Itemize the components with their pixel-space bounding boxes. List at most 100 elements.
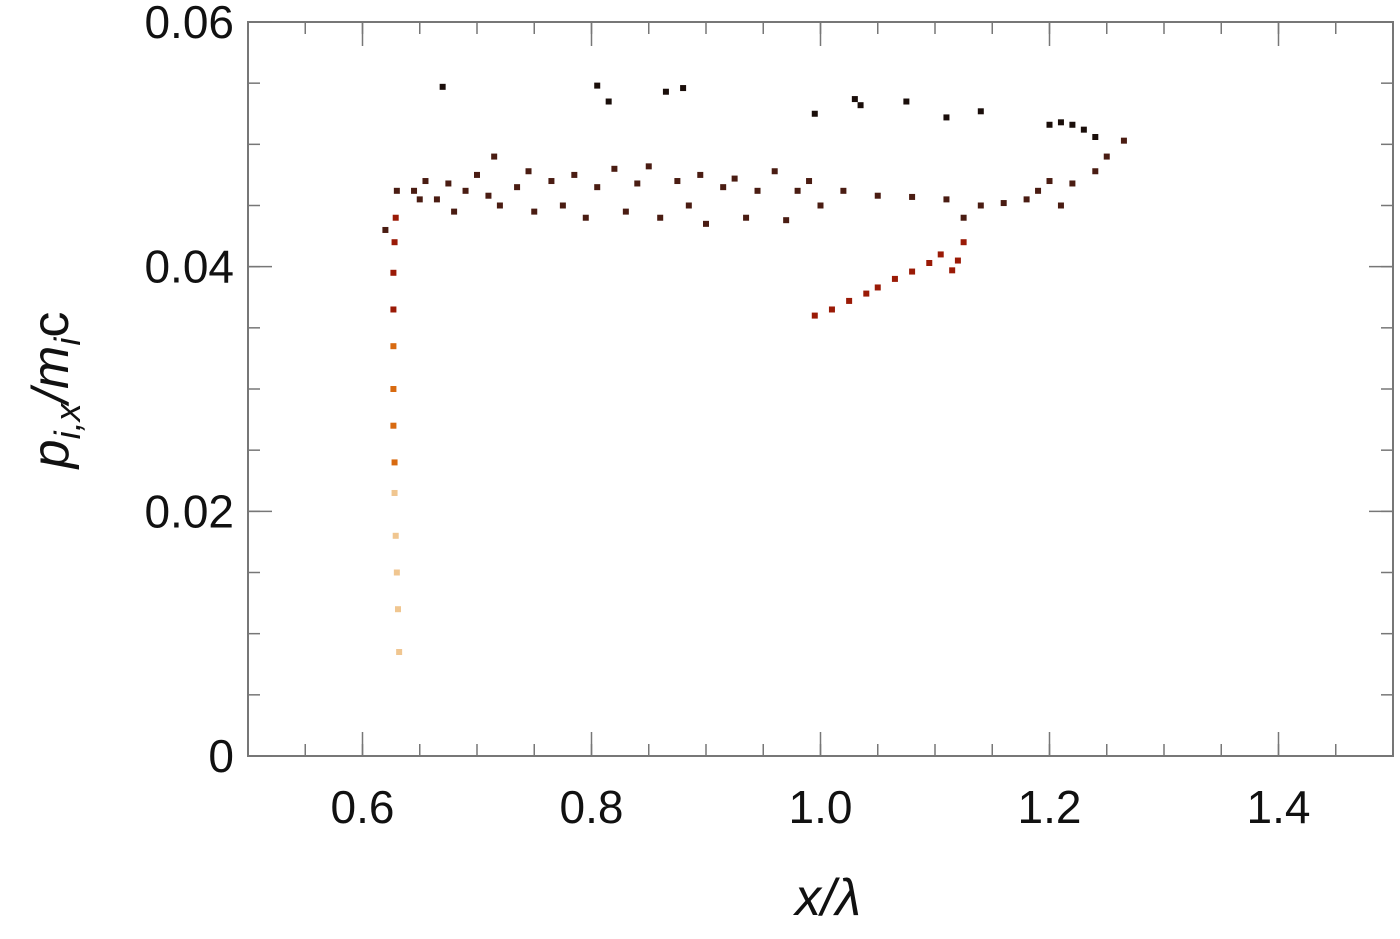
data-point — [416, 196, 423, 203]
data-point — [582, 214, 589, 221]
data-point — [703, 220, 709, 227]
x-tick-labels: 0.6 0.8 1.0 1.2 1.4 — [331, 781, 1311, 833]
data-point — [771, 168, 778, 175]
data-point — [926, 259, 933, 266]
data-point — [491, 153, 498, 160]
data-point — [1069, 121, 1076, 128]
data-point — [1103, 153, 1110, 160]
streak-point — [394, 606, 401, 613]
data-point — [393, 187, 400, 194]
streak-point — [390, 306, 397, 313]
y-tick-label: 0.02 — [144, 485, 234, 537]
data-point — [1092, 168, 1099, 175]
data-point — [811, 110, 818, 117]
data-point — [496, 202, 503, 209]
data-point — [977, 202, 984, 209]
data-point — [474, 171, 480, 178]
streak-point — [391, 459, 398, 466]
data-point — [874, 192, 881, 199]
data-point — [977, 108, 984, 115]
data-point — [451, 208, 458, 215]
data-point — [1080, 126, 1087, 133]
data-point — [433, 196, 440, 203]
data-point — [697, 171, 704, 178]
data-point — [863, 290, 870, 297]
data-point — [422, 178, 429, 185]
data-point — [680, 85, 687, 92]
streak-point — [390, 343, 397, 350]
data-point — [783, 217, 790, 224]
data-point — [857, 102, 864, 109]
data-point — [954, 257, 961, 264]
data-point — [559, 202, 566, 209]
svg-text:pi,x/mic: pi,x/mic — [22, 312, 88, 471]
streak-point — [390, 269, 397, 276]
streak-point — [390, 386, 397, 392]
data-point — [874, 284, 881, 291]
data-point — [634, 180, 641, 187]
streak-point — [390, 422, 397, 429]
data-point — [943, 114, 950, 121]
data-point — [439, 83, 446, 90]
data-point — [571, 171, 578, 178]
data-point — [903, 98, 910, 105]
data-point — [445, 180, 452, 187]
data-point — [1000, 200, 1007, 207]
minor-ticks — [247, 21, 1394, 757]
data-point — [731, 175, 738, 182]
data-point — [1057, 119, 1064, 126]
data-point — [1046, 121, 1053, 128]
data-point — [622, 208, 629, 215]
data-point — [594, 82, 601, 89]
data-point — [611, 165, 618, 172]
data-point — [937, 251, 944, 258]
y-tick-labels: 0 0.02 0.04 0.06 — [144, 0, 234, 782]
x-tick-label: 1.0 — [789, 781, 853, 833]
data-point — [485, 192, 492, 199]
streak-point — [392, 214, 399, 221]
y-tick-label: 0.06 — [144, 0, 234, 48]
data-point — [794, 187, 801, 194]
data-point — [846, 297, 853, 304]
data-point — [949, 267, 956, 274]
data-point — [662, 88, 669, 95]
data-point — [605, 98, 612, 105]
data-point — [514, 184, 521, 191]
data-point — [531, 208, 538, 215]
data-point — [754, 187, 761, 194]
streak-point — [391, 489, 398, 496]
streak-point — [391, 239, 398, 246]
data-point — [382, 226, 389, 233]
x-tick-label: 1.4 — [1247, 781, 1311, 833]
data-point — [909, 268, 916, 275]
data-point — [548, 178, 555, 185]
data-point — [462, 187, 469, 194]
x-tick-label: 0.6 — [331, 781, 395, 833]
data-point — [525, 168, 532, 175]
data-point — [943, 196, 950, 203]
data-point — [645, 163, 652, 170]
data-point — [1092, 133, 1099, 140]
data-point — [960, 214, 967, 221]
data-point — [674, 178, 681, 185]
data-point — [1023, 196, 1030, 203]
streak-point — [393, 569, 400, 576]
data-point — [909, 193, 916, 200]
data-point — [840, 187, 847, 194]
y-tick-label: 0.04 — [144, 241, 234, 293]
data-point — [1057, 202, 1064, 209]
data-point — [1035, 187, 1042, 194]
data-point — [743, 214, 750, 221]
data-point — [891, 275, 898, 282]
data-point — [720, 184, 727, 191]
streak-point — [396, 649, 403, 656]
x-tick-label: 1.2 — [1018, 781, 1082, 833]
y-axis-title: pi,x/mic — [22, 312, 88, 471]
data-point — [960, 239, 967, 246]
data-point — [657, 214, 664, 221]
plot-frame — [247, 21, 1394, 757]
y-tick-label: 0 — [208, 730, 234, 782]
data-point — [685, 202, 692, 209]
data-point — [828, 306, 835, 313]
